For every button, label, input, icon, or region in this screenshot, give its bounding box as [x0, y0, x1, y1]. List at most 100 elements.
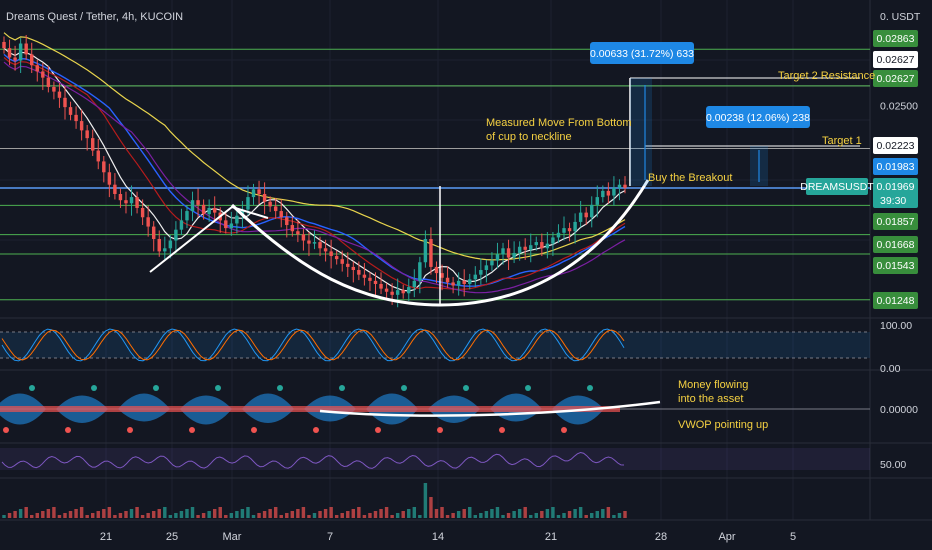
- mf-trend-curve: [319, 400, 661, 417]
- volume-bar: [63, 513, 67, 518]
- volume-bar: [423, 483, 428, 518]
- volume-bar: [351, 509, 356, 518]
- annotation-text: Measured Move From Bottom: [486, 117, 632, 129]
- candle-body: [46, 77, 51, 87]
- mf-dot-red: [251, 427, 257, 433]
- candle-body: [107, 172, 112, 185]
- mf-dot-green: [277, 385, 283, 391]
- volume-bar: [96, 511, 100, 518]
- volume-bar: [434, 509, 439, 518]
- candle-body: [240, 209, 245, 216]
- countdown-label: 39:30: [880, 195, 906, 207]
- candle-body: [301, 234, 306, 241]
- volume-bar: [456, 511, 461, 518]
- x-tick-label: Mar: [223, 531, 242, 543]
- candle-body: [578, 212, 583, 222]
- volume-bar: [124, 511, 128, 518]
- candle-body: [129, 197, 134, 204]
- measure-label-1: 0.00238 (12.06%) 238: [706, 112, 810, 124]
- mf-dot-green: [587, 385, 593, 391]
- candle-body: [7, 48, 12, 58]
- volume-bar: [373, 511, 378, 518]
- volume-bar: [401, 511, 405, 518]
- candle-body: [445, 277, 450, 283]
- volume-bar: [623, 511, 627, 518]
- annotation-text: Target 2 Resistance: [778, 70, 875, 82]
- ma-purple-line: [3, 61, 626, 294]
- volume-bar: [79, 507, 84, 518]
- volume-bar: [545, 509, 550, 518]
- measure-label-1-box: [706, 106, 810, 128]
- candle-body: [551, 237, 555, 244]
- volume-bar: [384, 507, 389, 518]
- volume-bar: [517, 509, 522, 518]
- candle-body: [229, 223, 234, 229]
- candle-body: [68, 107, 73, 115]
- price-axis-badge-label: 0.01668: [877, 239, 915, 251]
- candle-body: [268, 201, 272, 207]
- volume-bar: [157, 509, 161, 518]
- x-tick-label: 5: [790, 531, 796, 543]
- candle-body: [484, 265, 489, 271]
- volume-bar: [346, 511, 350, 518]
- candle-body: [495, 254, 500, 261]
- candle-body: [285, 217, 289, 226]
- candle-body: [423, 238, 428, 263]
- mf-dot-green: [29, 385, 35, 391]
- drawings: 0.00633 (31.72%) 633 0.00238 (12.06%) 238: [149, 42, 860, 307]
- volume-bar: [390, 515, 394, 518]
- mf-dot-red: [65, 427, 71, 433]
- mf-dot-green: [91, 385, 97, 391]
- volume-bar: [18, 509, 23, 518]
- volume-bar: [218, 507, 222, 518]
- volume-bar: [567, 511, 572, 518]
- price-axis-badge-label: 0.01248: [877, 295, 915, 307]
- volume-bar: [41, 511, 45, 518]
- price-axis-badge-label: 0.01983: [877, 161, 915, 173]
- annotation-text: Target 1: [822, 135, 862, 147]
- candle-body: [2, 41, 6, 49]
- candle-body: [52, 86, 56, 92]
- volume-bar: [207, 511, 211, 518]
- candle-body: [351, 266, 356, 271]
- volume-bar: [612, 515, 616, 518]
- measure-box-2: [630, 78, 652, 186]
- volume-bar: [296, 509, 300, 518]
- volume-bar: [179, 511, 184, 518]
- volume-bar: [490, 509, 494, 518]
- stoch-d-line: [1, 329, 625, 361]
- x-tick-label: 28: [655, 531, 667, 543]
- price-axis-badge: [873, 137, 918, 154]
- x-tick-label: 21: [100, 531, 112, 543]
- x-tick-label: 7: [327, 531, 333, 543]
- volume-bar: [368, 513, 372, 518]
- price-axis: 0.02863 0.02627 0.02627 0.02223 0.01983 0.019…: [800, 30, 918, 309]
- candle-body: [612, 187, 616, 196]
- candle-body: [379, 283, 383, 289]
- candle-body: [257, 189, 261, 194]
- candle-body: [357, 270, 361, 275]
- volume-bar: [118, 513, 123, 518]
- candle-body: [323, 248, 328, 252]
- candle-body: [362, 274, 367, 278]
- volume-bar: [307, 515, 311, 518]
- mf-dot-green: [339, 385, 345, 391]
- candle-body: [456, 280, 461, 286]
- candle-body: [562, 228, 566, 233]
- stoch-tick-high: 100.00: [880, 320, 912, 332]
- mf-dot-green: [401, 385, 407, 391]
- candle-body: [401, 290, 405, 294]
- candle-body: [473, 274, 478, 280]
- candle-body: [556, 232, 561, 238]
- candle-body: [395, 290, 400, 295]
- candle-body: [207, 207, 211, 215]
- candle-body: [135, 197, 139, 208]
- candle-body: [212, 207, 217, 213]
- mf-dot-green: [525, 385, 531, 391]
- volume-bar: [246, 507, 250, 518]
- volume-bar: [2, 515, 6, 518]
- volume-bar: [407, 509, 411, 518]
- mf-dot-red: [561, 427, 567, 433]
- volume-bar: [312, 513, 317, 518]
- mf-dot-red: [375, 427, 381, 433]
